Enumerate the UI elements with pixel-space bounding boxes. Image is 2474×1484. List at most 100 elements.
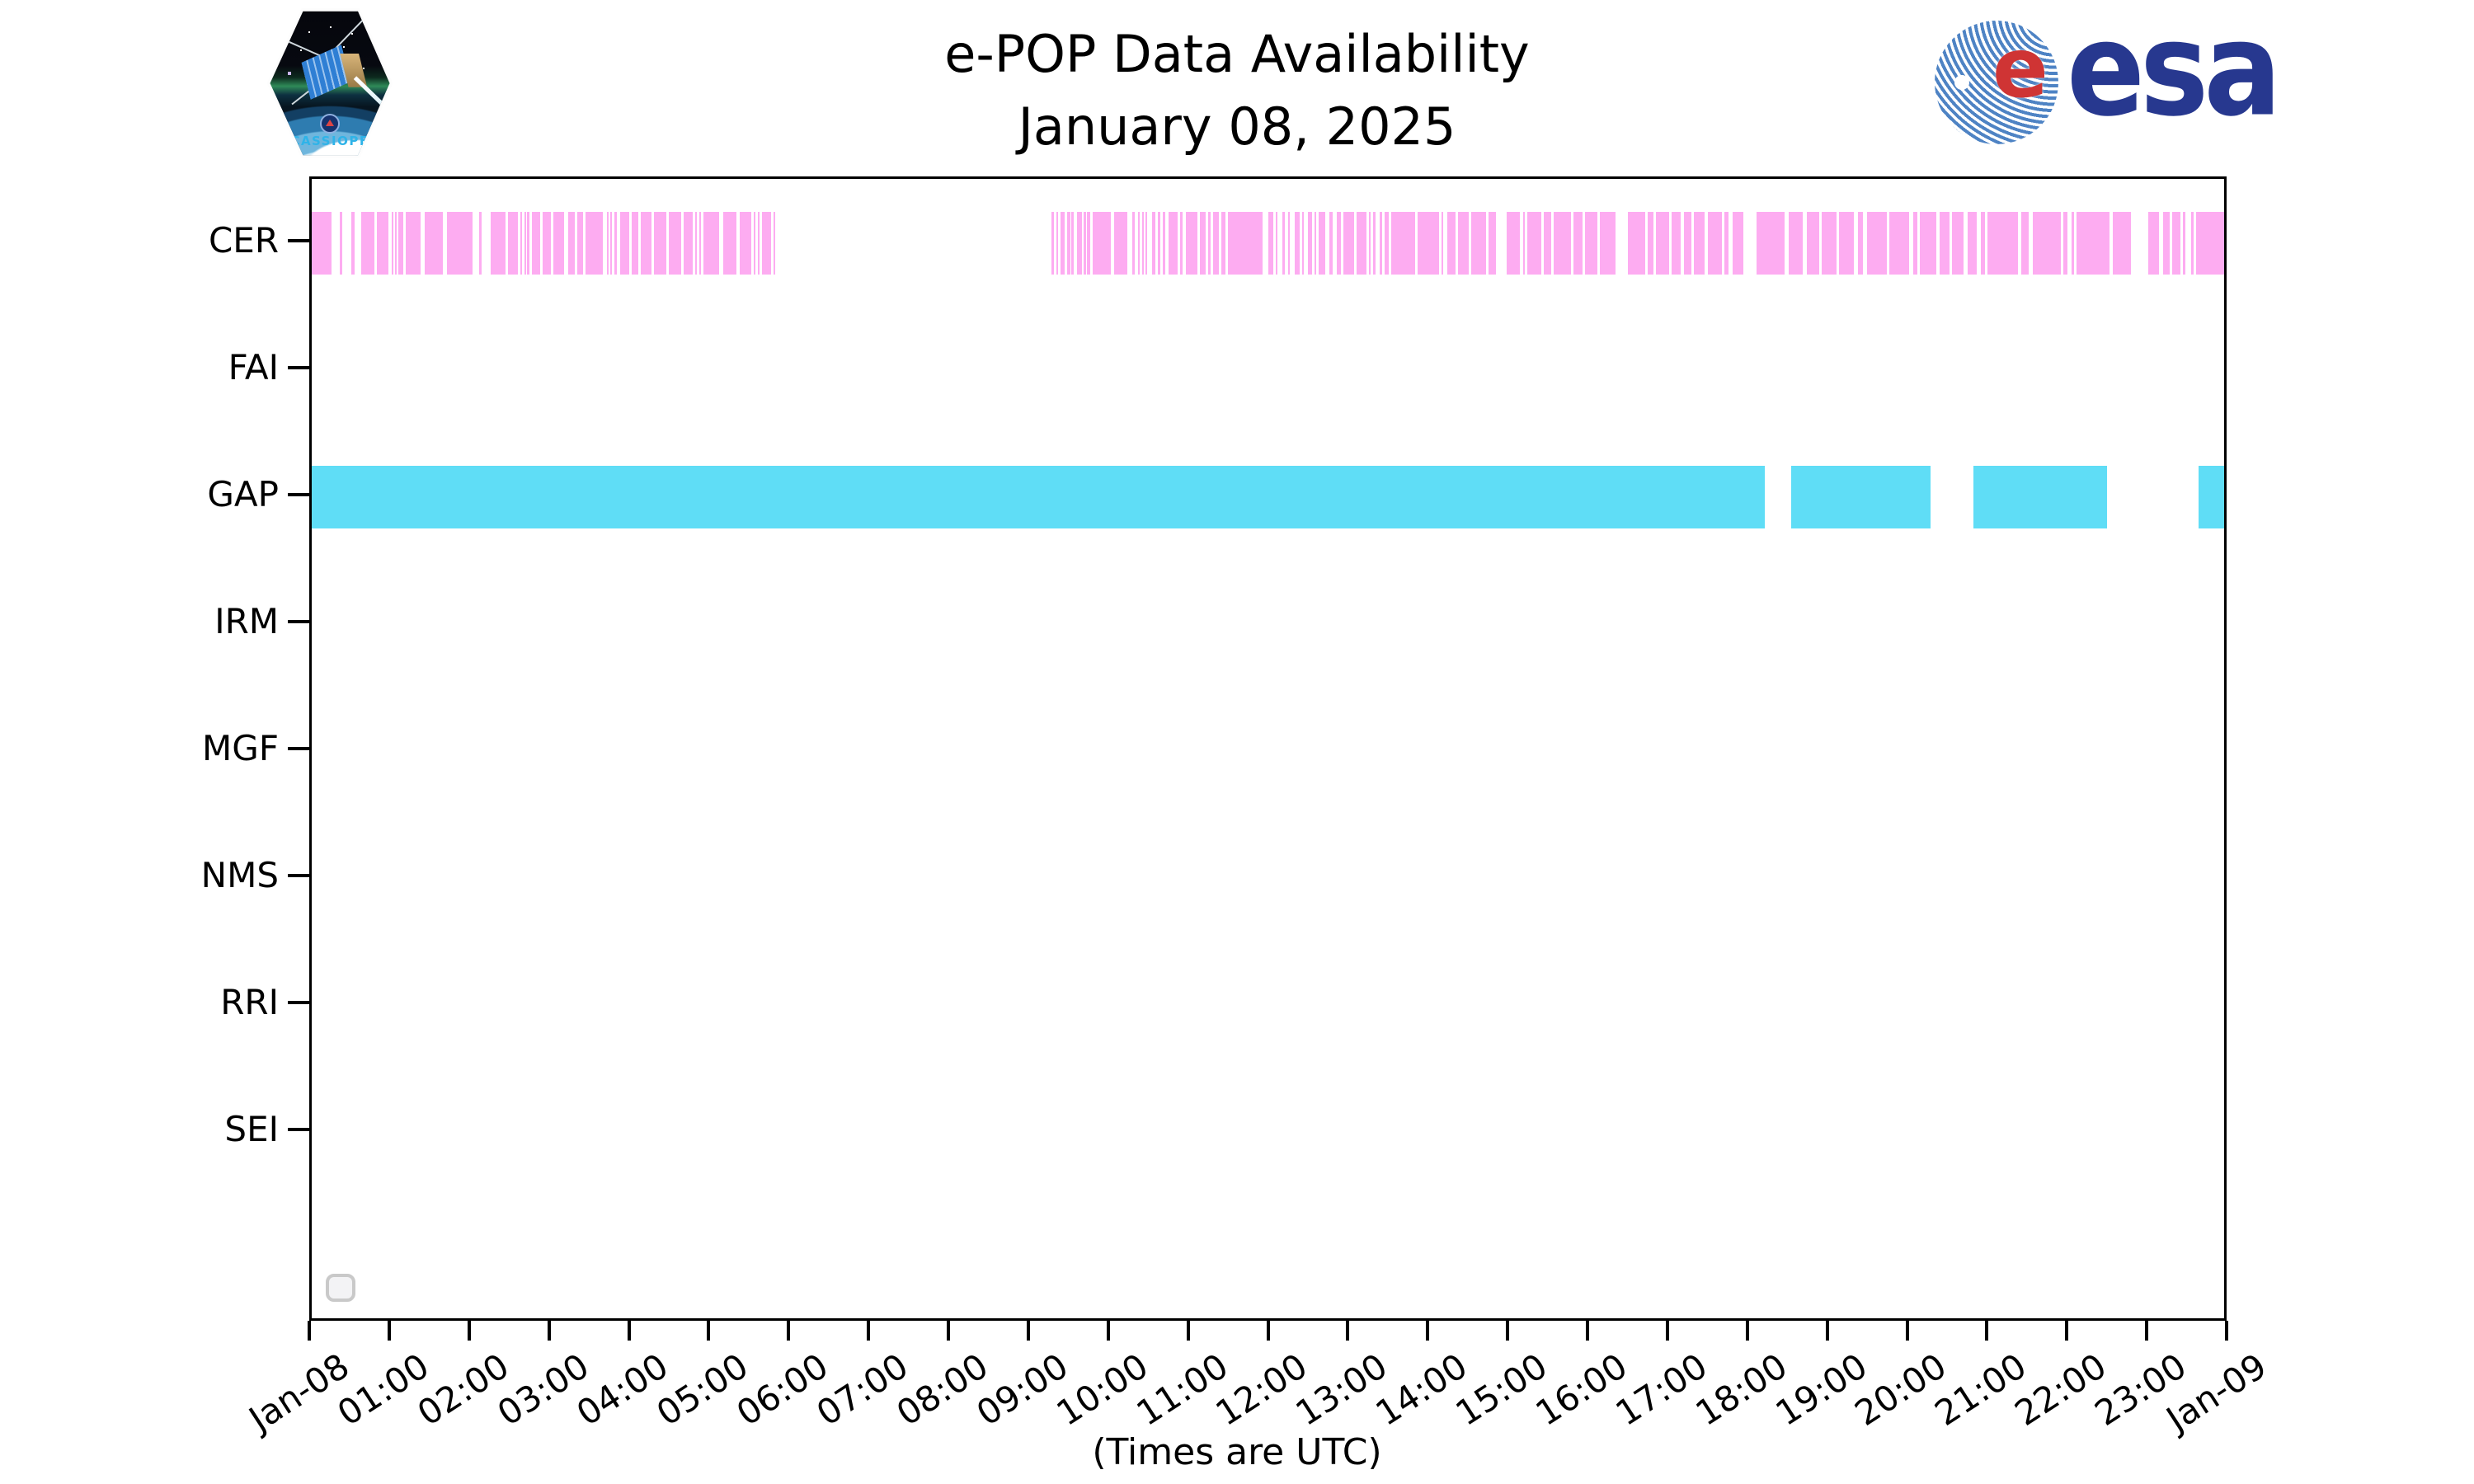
- availability-bar-cer: [619, 212, 629, 275]
- availability-bar-cer: [395, 212, 397, 275]
- availability-bar-cer: [1061, 212, 1065, 275]
- y-tick-rri: [288, 1001, 309, 1004]
- availability-bar-cer: [758, 212, 760, 275]
- cassiope-label: CASSIOPE: [290, 134, 369, 148]
- availability-bar-cer: [1268, 212, 1273, 275]
- availability-bar-cer: [1145, 212, 1148, 275]
- availability-bar-cer: [1213, 212, 1219, 275]
- availability-bar-cer: [397, 212, 404, 275]
- availability-bar-cer: [1141, 212, 1144, 275]
- y-tick-sei: [288, 1128, 309, 1131]
- y-tick-label-irm: IRM: [214, 601, 279, 641]
- y-tick-fai: [288, 366, 309, 369]
- y-tick-label-sei: SEI: [224, 1109, 279, 1149]
- availability-bar-cer: [532, 212, 540, 275]
- availability-bar-cer: [1302, 212, 1305, 275]
- availability-bar-cer: [360, 212, 374, 275]
- availability-bar-cer: [1221, 212, 1225, 275]
- availability-bar-cer: [1672, 212, 1681, 275]
- x-tick-label-jan-08: Jan-08: [242, 1345, 356, 1439]
- x-tick-15: [1506, 1321, 1510, 1341]
- availability-bar-cer: [567, 212, 575, 275]
- y-tick-label-nms: NMS: [200, 855, 279, 895]
- availability-bar-cer: [585, 212, 603, 275]
- x-tick-19: [1825, 1321, 1829, 1341]
- availability-bar-cer: [1087, 212, 1090, 275]
- x-tick-label-1300: 13:00: [1288, 1345, 1395, 1435]
- availability-bar-cer: [1318, 212, 1325, 275]
- y-tick-mgf: [288, 747, 309, 750]
- availability-bar-cer: [424, 212, 444, 275]
- availability-bar-cer: [1343, 212, 1355, 275]
- x-axis-caption: (Times are UTC): [1092, 1431, 1382, 1473]
- x-tick-1: [387, 1321, 391, 1341]
- availability-bar-cer: [543, 212, 551, 275]
- esa-logo: e esa: [1935, 0, 2282, 153]
- availability-bar-cer: [1683, 212, 1692, 275]
- x-tick-label-1200: 12:00: [1208, 1345, 1315, 1435]
- availability-bar-cer: [1083, 212, 1086, 275]
- x-tick-label-0800: 08:00: [889, 1345, 995, 1435]
- x-tick-label-0900: 09:00: [969, 1345, 1075, 1435]
- x-tick-20: [1905, 1321, 1909, 1341]
- x-tick-label-1400: 14:00: [1368, 1345, 1475, 1435]
- availability-bar-gap: [1791, 466, 1931, 528]
- x-tick-23: [2145, 1321, 2149, 1341]
- availability-bar-cer: [391, 212, 393, 275]
- x-tick-22: [2065, 1321, 2069, 1341]
- availability-bar-cer: [1442, 212, 1444, 275]
- availability-bar-cer: [683, 212, 694, 275]
- availability-bar-cer: [1987, 212, 2019, 275]
- availability-bar-cer: [1282, 212, 1286, 275]
- availability-bar-cer: [723, 212, 737, 275]
- availability-bar-cer: [1544, 212, 1551, 275]
- x-tick-6: [787, 1321, 791, 1341]
- availability-bar-cer: [351, 212, 355, 275]
- x-tick-label-0100: 01:00: [330, 1345, 436, 1435]
- availability-bar-cer: [699, 212, 702, 275]
- availability-bar-cer: [2063, 212, 2067, 275]
- availability-bar-cer: [1981, 212, 1986, 275]
- availability-bar-cer: [553, 212, 564, 275]
- availability-bar-cer: [1655, 212, 1669, 275]
- availability-bar-cer: [491, 212, 506, 275]
- availability-bar-cer: [2071, 212, 2075, 275]
- availability-bar-cer: [669, 212, 681, 275]
- availability-bar-cer: [1573, 212, 1583, 275]
- x-tick-4: [627, 1321, 631, 1341]
- availability-bar-cer: [2196, 212, 2224, 275]
- availability-bar-cer: [1526, 212, 1542, 275]
- x-tick-18: [1745, 1321, 1749, 1341]
- availability-bar-cer: [610, 212, 613, 275]
- availability-bar-cer: [1071, 212, 1075, 275]
- x-tick-label-0700: 07:00: [809, 1345, 915, 1435]
- x-tick-label-2200: 22:00: [2007, 1345, 2114, 1435]
- availability-bar-cer: [1163, 212, 1166, 275]
- x-tick-label-1500: 15:00: [1448, 1345, 1554, 1435]
- availability-bar-cer: [524, 212, 526, 275]
- empty-checkbox-widget[interactable]: [326, 1274, 355, 1302]
- y-tick-label-cer: CER: [208, 220, 279, 261]
- availability-bar-cer: [2033, 212, 2061, 275]
- availability-bar-cer: [312, 212, 332, 275]
- availability-bar-cer: [1733, 212, 1744, 275]
- x-tick-11: [1186, 1321, 1190, 1341]
- x-tick-5: [707, 1321, 711, 1341]
- x-tick-17: [1665, 1321, 1669, 1341]
- x-tick-9: [1026, 1321, 1030, 1341]
- availability-bar-cer: [1940, 212, 1950, 275]
- x-tick-16: [1586, 1321, 1589, 1341]
- availability-bar-cer: [1889, 212, 1910, 275]
- x-tick-0: [308, 1321, 311, 1341]
- availability-bar-cer: [2162, 212, 2170, 275]
- availability-bar-cer: [1200, 212, 1206, 275]
- availability-bar-cer: [1132, 212, 1136, 275]
- y-tick-label-mgf: MGF: [202, 728, 279, 768]
- x-tick-label-1600: 16:00: [1528, 1345, 1634, 1435]
- esa-e-icon: e: [1992, 20, 2048, 116]
- availability-bar-cer: [1788, 212, 1804, 275]
- esa-wordmark: esa: [2067, 0, 2282, 146]
- availability-bar-cer: [1168, 212, 1178, 275]
- availability-bar-cer: [1051, 212, 1055, 275]
